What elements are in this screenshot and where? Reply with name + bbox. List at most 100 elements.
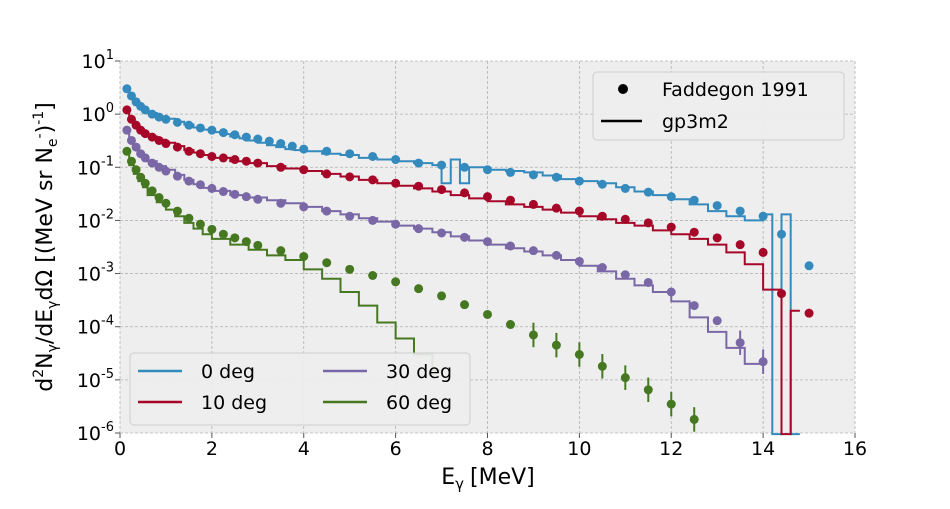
data-point bbox=[131, 142, 141, 152]
data-point bbox=[414, 158, 424, 168]
data-point bbox=[154, 112, 164, 122]
data-point bbox=[597, 361, 607, 371]
data-point bbox=[368, 270, 378, 280]
data-point bbox=[172, 206, 182, 216]
data-point bbox=[184, 120, 194, 130]
data-point bbox=[195, 149, 205, 159]
data-point bbox=[299, 165, 309, 175]
data-point bbox=[147, 132, 157, 142]
data-point bbox=[735, 338, 745, 348]
data-point bbox=[230, 130, 240, 140]
y-axis-label: d2Nγ/dEγdΩ [(MeV sr Ne-)-1] bbox=[31, 102, 61, 392]
data-point bbox=[207, 183, 217, 193]
y-tick-label: 10-2 bbox=[77, 207, 114, 232]
data-point bbox=[230, 155, 240, 165]
data-point bbox=[777, 289, 786, 299]
data-point bbox=[643, 218, 653, 228]
x-tick-label: 14 bbox=[751, 438, 775, 460]
data-point bbox=[345, 149, 355, 159]
x-tick-label: 8 bbox=[481, 438, 493, 460]
data-point bbox=[172, 117, 182, 127]
y-tick-label: 10-3 bbox=[77, 261, 114, 286]
data-point bbox=[483, 192, 492, 202]
data-point bbox=[122, 146, 132, 156]
data-point bbox=[241, 132, 251, 142]
data-point bbox=[804, 261, 814, 271]
data-point bbox=[460, 300, 470, 310]
style-legend-marker-label: Faddegon 1991 bbox=[662, 79, 809, 101]
data-point bbox=[597, 211, 607, 221]
data-point bbox=[140, 153, 150, 163]
data-point bbox=[172, 142, 182, 152]
series-legend-label: 10 deg bbox=[201, 392, 267, 414]
data-point bbox=[391, 178, 401, 188]
style-legend: Faddegon 1991 gp3m2 bbox=[592, 71, 845, 141]
data-point bbox=[299, 144, 309, 154]
data-point bbox=[689, 195, 699, 205]
data-point bbox=[551, 250, 561, 260]
data-point bbox=[122, 125, 132, 135]
data-point bbox=[437, 291, 447, 301]
data-point bbox=[712, 233, 722, 243]
data-point bbox=[161, 166, 171, 176]
data-point bbox=[218, 229, 228, 239]
y-tick-label: 10-5 bbox=[77, 367, 114, 392]
data-point bbox=[253, 194, 263, 204]
data-point bbox=[643, 277, 653, 287]
data-point bbox=[276, 246, 286, 256]
data-point bbox=[322, 146, 332, 156]
series-legend-items: 0 deg 10 deg 30 deg 60 deg bbox=[138, 361, 452, 414]
data-point bbox=[735, 206, 745, 216]
data-point bbox=[758, 357, 768, 367]
data-point bbox=[322, 169, 332, 179]
data-point bbox=[528, 199, 538, 209]
data-point bbox=[184, 213, 194, 223]
data-point bbox=[528, 170, 538, 180]
data-point bbox=[345, 211, 355, 221]
data-point bbox=[528, 246, 538, 256]
data-point bbox=[276, 198, 286, 208]
data-point bbox=[126, 135, 136, 145]
data-point bbox=[551, 203, 561, 213]
data-point bbox=[666, 287, 676, 297]
x-tick-label: 10 bbox=[567, 438, 591, 460]
data-point bbox=[368, 175, 378, 185]
data-point bbox=[483, 165, 492, 175]
data-point bbox=[345, 264, 355, 274]
data-point bbox=[437, 160, 447, 170]
data-point bbox=[460, 162, 470, 172]
data-point bbox=[147, 186, 157, 196]
data-point bbox=[460, 188, 470, 198]
data-point bbox=[414, 224, 424, 234]
style-legend-line-label: gp3m2 bbox=[662, 111, 729, 133]
data-point bbox=[140, 178, 150, 188]
data-point bbox=[505, 241, 515, 251]
y-tick-label: 10-4 bbox=[77, 314, 114, 339]
data-point bbox=[391, 155, 401, 165]
data-point bbox=[689, 414, 699, 424]
histogram-10-deg bbox=[124, 107, 800, 436]
data-point bbox=[122, 84, 132, 94]
data-point bbox=[666, 222, 676, 232]
data-point bbox=[345, 172, 355, 182]
data-point bbox=[264, 136, 274, 146]
data-point bbox=[207, 224, 217, 234]
data-point bbox=[287, 141, 297, 151]
style-legend-box bbox=[592, 71, 845, 141]
data-point bbox=[689, 227, 699, 237]
data-point bbox=[218, 153, 228, 163]
y-tick-label: 10-1 bbox=[77, 154, 114, 179]
data-point bbox=[276, 162, 286, 172]
y-tick-label: 100 bbox=[82, 101, 114, 126]
data-point bbox=[758, 247, 768, 257]
data-point bbox=[299, 202, 309, 212]
data-point bbox=[758, 211, 768, 221]
x-axis-label: Eγ [MeV] bbox=[441, 465, 535, 493]
data-point bbox=[597, 263, 607, 273]
data-point bbox=[551, 172, 561, 182]
data-point bbox=[140, 129, 150, 139]
data-point bbox=[218, 128, 228, 138]
data-point bbox=[777, 229, 786, 239]
series-legend: 0 deg 10 deg 30 deg 60 deg bbox=[129, 352, 471, 426]
data-point bbox=[620, 373, 630, 383]
